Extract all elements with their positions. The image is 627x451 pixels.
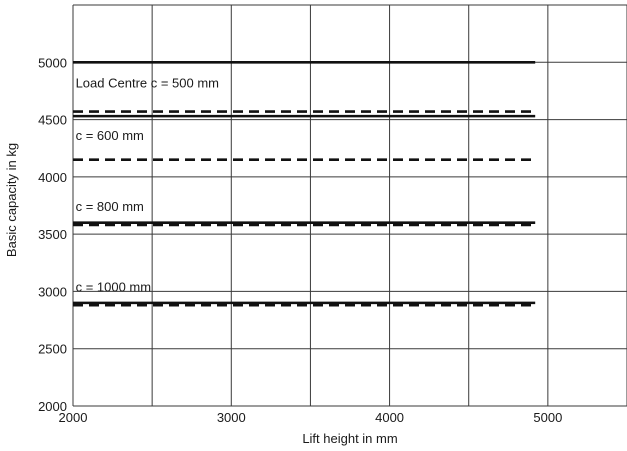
y-tick-label-2: 3000: [38, 284, 67, 299]
series-group: [73, 60, 536, 307]
y-axis-label: Basic capacity in kg: [4, 143, 19, 257]
annotations: Load Centre c = 500 mm c = 600 mm c = 800 …: [76, 75, 219, 294]
annotation-label-1: c = 600 mm: [76, 128, 144, 143]
x-axis-label: Lift height in mm: [302, 431, 397, 446]
y-tick-label-5: 4500: [38, 113, 67, 128]
x-tick-label-1: 3000: [217, 410, 246, 425]
y-tick-label-6: 5000: [38, 55, 67, 70]
annotation-label-3: c = 1000 mm: [76, 279, 152, 294]
y-tick-label-0: 2000: [38, 399, 67, 414]
tick-labels: 2000 3000 4000 5000 2000 2500 3000 3500 4000 4500…: [38, 55, 562, 425]
annotation-label-2: c = 800 mm: [76, 199, 144, 214]
x-tick-label-3: 5000: [533, 410, 562, 425]
grid: [72, 4, 627, 407]
x-tick-label-2: 4000: [375, 410, 404, 425]
y-tick-label-1: 2500: [38, 342, 67, 357]
annotation-label-0: Load Centre c = 500 mm: [76, 75, 219, 90]
x-tick-label-0: 2000: [59, 410, 88, 425]
y-tick-label-3: 3500: [38, 227, 67, 242]
y-tick-label-4: 4000: [38, 170, 67, 185]
